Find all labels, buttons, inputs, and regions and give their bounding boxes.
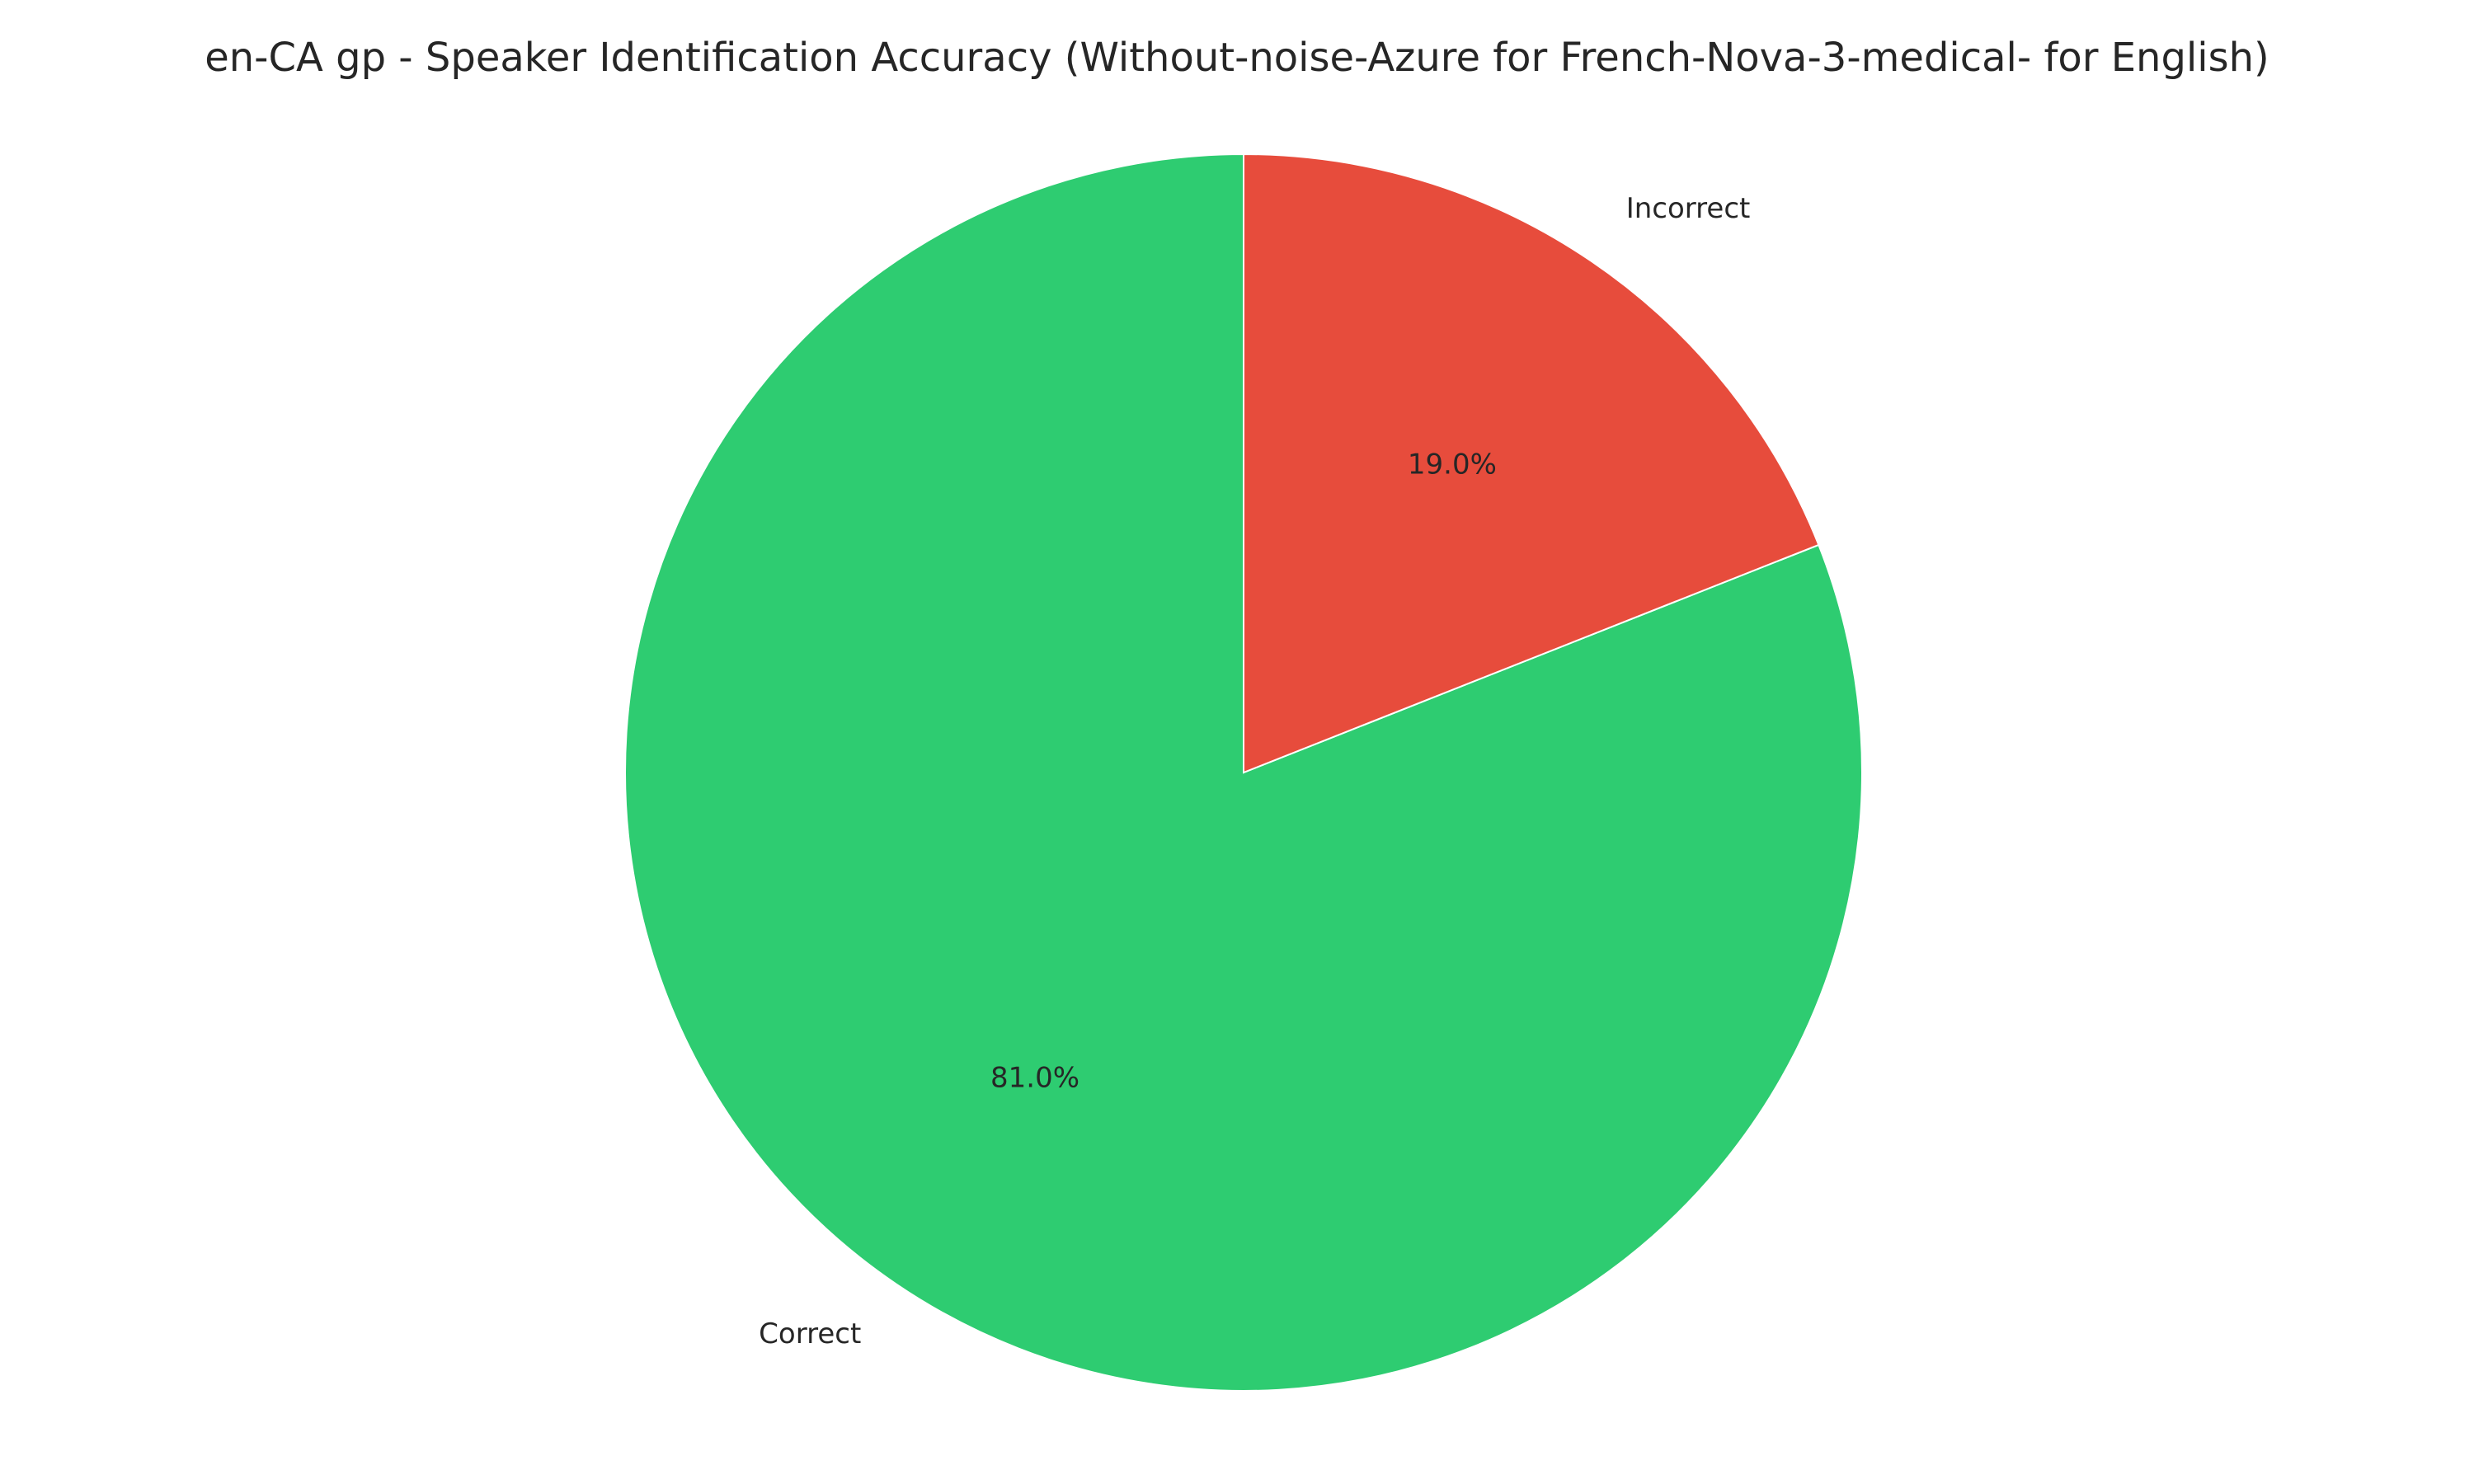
pie-slices	[625, 154, 1862, 1391]
slice-pct-correct: 81.0%	[990, 1062, 1079, 1095]
chart-title: en-CA gp - Speaker Identification Accura…	[205, 35, 2269, 81]
slice-label-incorrect: Incorrect	[1626, 192, 1751, 225]
slice-label-correct: Correct	[759, 1317, 861, 1350]
slice-pct-incorrect: 19.0%	[1408, 448, 1497, 481]
